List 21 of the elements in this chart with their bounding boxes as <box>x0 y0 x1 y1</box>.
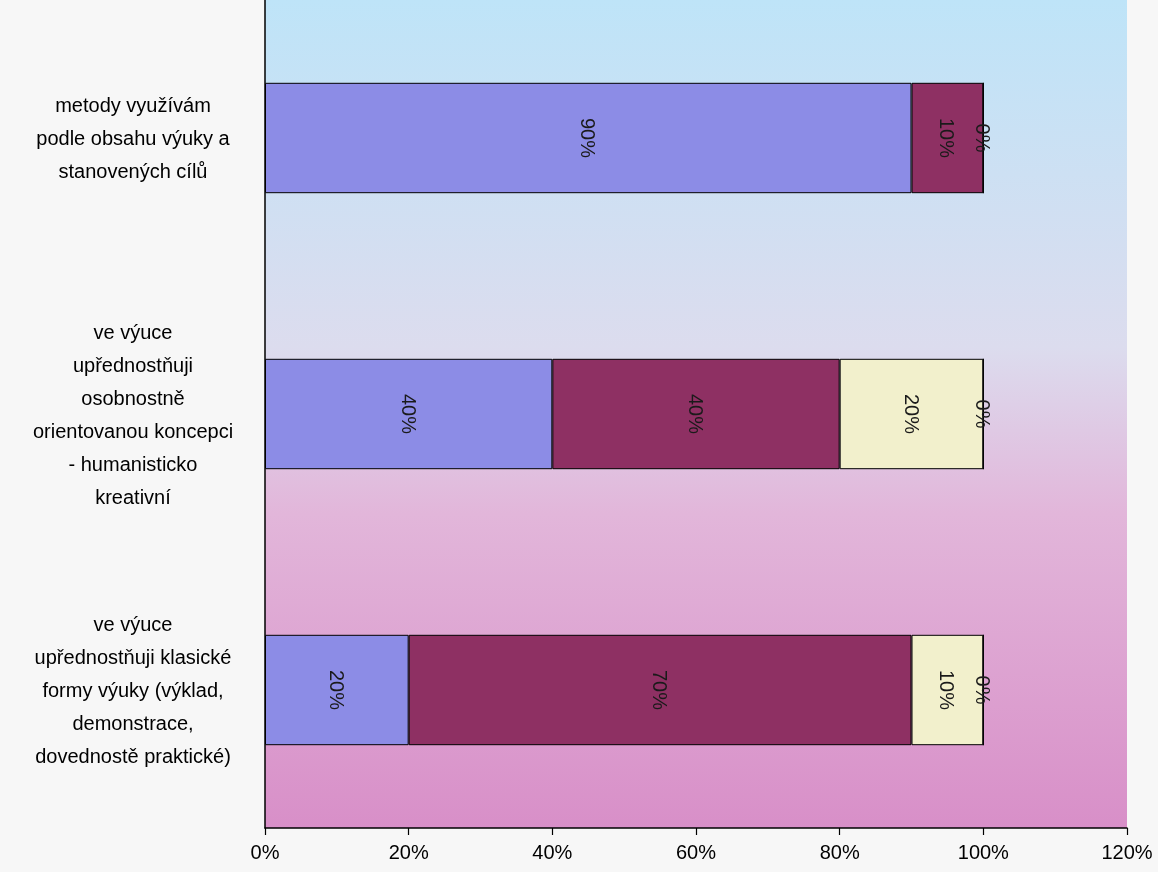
data-label: 70% <box>649 669 672 711</box>
data-label: 10% <box>936 117 959 159</box>
x-tick-label: 20% <box>388 841 429 863</box>
data-label: 40% <box>397 393 420 435</box>
data-label: 90% <box>577 117 600 159</box>
x-tick-label: 40% <box>532 841 573 863</box>
data-label: 0% <box>972 399 995 429</box>
data-label: 0% <box>972 123 995 153</box>
y-tick-label: ve výuce upřednostňuji klasické formy výuky (výklad, demonstrace, dovednostě praktické) <box>34 613 232 767</box>
x-tick-label: 80% <box>819 841 860 863</box>
data-label: 0% <box>972 675 995 705</box>
data-label: 20% <box>900 393 923 435</box>
data-label: 20% <box>325 669 348 711</box>
x-tick-label: 100% <box>957 841 1010 863</box>
y-tick-label: ve výuce upřednostňuji osobnostně orientovanou koncepci - humanisticko kreativní <box>32 320 234 508</box>
x-tick-label: 120% <box>1101 841 1153 863</box>
data-label: 10% <box>936 669 959 711</box>
y-tick-label: metody využívám podle obsahu výuky a stanovených cílů <box>36 94 231 182</box>
x-tick-label: 0% <box>250 841 280 863</box>
x-tick-label: 60% <box>675 841 717 863</box>
data-label: 40% <box>685 393 707 435</box>
